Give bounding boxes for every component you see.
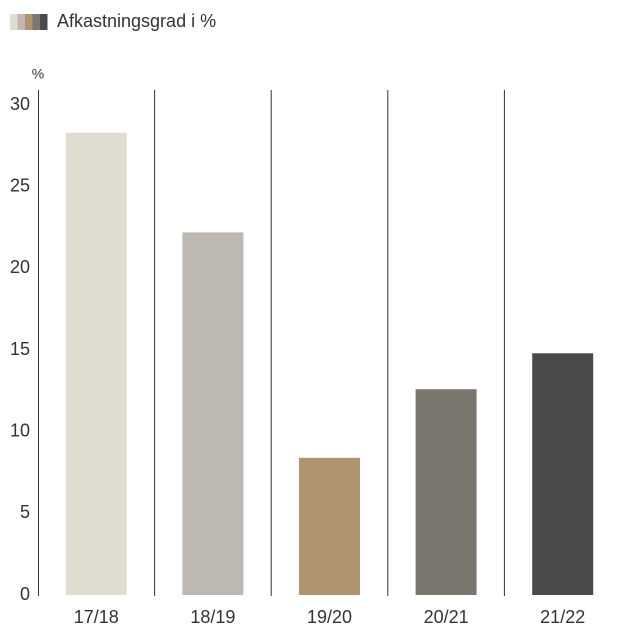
- legend-swatch: [17, 14, 25, 30]
- y-tick-label: 15: [10, 339, 30, 359]
- y-tick-label: 20: [10, 257, 30, 277]
- bar: [415, 389, 477, 595]
- bar: [532, 353, 594, 595]
- y-tick-label: 10: [10, 420, 30, 440]
- legend-label: Afkastningsgrad i %: [57, 11, 216, 31]
- y-axis-label: %: [32, 66, 44, 82]
- y-tick-label: 25: [10, 175, 30, 195]
- legend-swatch: [32, 14, 40, 30]
- y-tick-label: 0: [20, 584, 30, 604]
- bar: [65, 132, 127, 595]
- x-tick-label: 19/20: [307, 607, 352, 627]
- legend-swatch: [10, 14, 18, 30]
- y-tick-label: 5: [20, 502, 30, 522]
- x-tick-label: 20/21: [424, 607, 469, 627]
- bar: [182, 232, 244, 595]
- x-tick-label: 18/19: [190, 607, 235, 627]
- x-tick-label: 21/22: [540, 607, 585, 627]
- legend-swatch: [25, 14, 33, 30]
- legend-swatch: [40, 14, 48, 30]
- y-tick-label: 30: [10, 94, 30, 114]
- x-tick-label: 17/18: [74, 607, 119, 627]
- bar: [299, 457, 360, 595]
